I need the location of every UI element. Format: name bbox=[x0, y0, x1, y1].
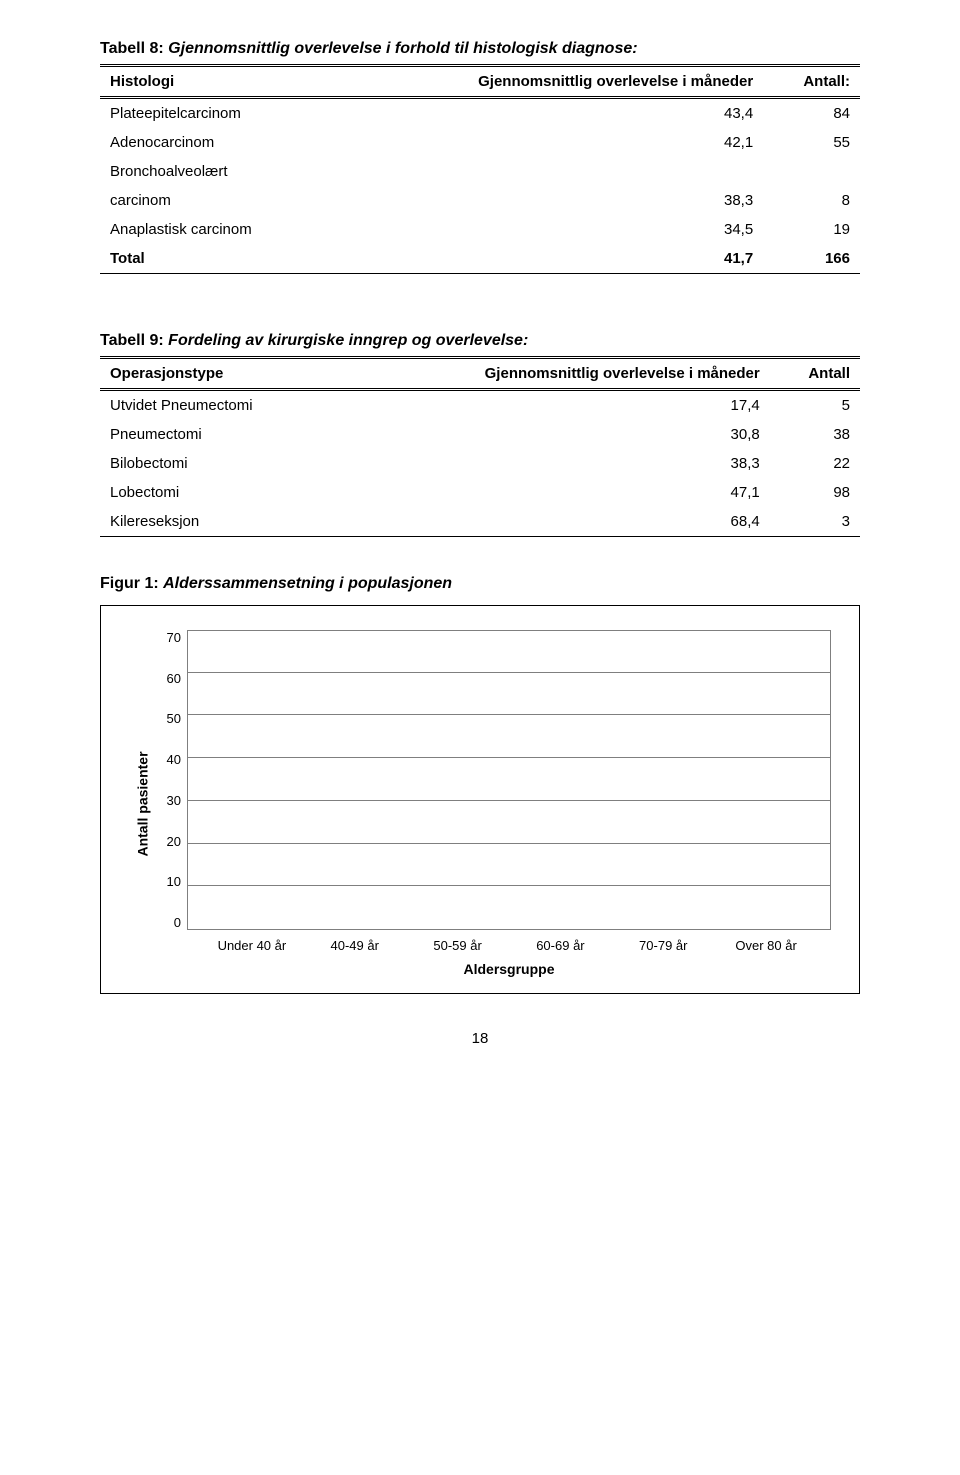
cell-v2: 84 bbox=[763, 98, 860, 129]
y-tick: 10 bbox=[157, 874, 181, 889]
cell-v1: 34,5 bbox=[335, 215, 763, 244]
table9-h2: Antall bbox=[770, 358, 860, 390]
cell-v1: 30,8 bbox=[338, 420, 770, 449]
y-tick: 40 bbox=[157, 752, 181, 767]
table8-h1: Gjennomsnittlig overlevelse i måneder bbox=[335, 66, 763, 98]
cell-v1: 68,4 bbox=[338, 507, 770, 537]
y-tick: 0 bbox=[157, 915, 181, 930]
cell-v1: 38,3 bbox=[335, 186, 763, 215]
cell-label: Lobectomi bbox=[100, 478, 338, 507]
cell-v1: 47,1 bbox=[338, 478, 770, 507]
cell-v2: 22 bbox=[770, 449, 860, 478]
y-ticks: 0 10 20 30 40 50 60 70 bbox=[157, 630, 187, 930]
cell-v2: 3 bbox=[770, 507, 860, 537]
table-row: carcinom38,38 bbox=[100, 186, 860, 215]
table9-caption-italic: Fordeling av kirurgiske inngrep og overl… bbox=[168, 332, 528, 349]
cell-label: Pneumectomi bbox=[100, 420, 338, 449]
table-row: Lobectomi47,198 bbox=[100, 478, 860, 507]
cell-v1 bbox=[335, 157, 763, 186]
figure1-caption-italic: Alderssammensetning i populasjonen bbox=[163, 575, 452, 592]
cell-label: Bronchoalveolært bbox=[100, 157, 335, 186]
grid-line bbox=[188, 672, 831, 673]
x-tick: 60-69 år bbox=[509, 938, 612, 953]
cell-label: Total bbox=[100, 244, 335, 274]
table-row: Plateepitelcarcinom43,484 bbox=[100, 98, 860, 129]
table8-caption: Tabell 8: Gjennomsnittlig overlevelse i … bbox=[100, 40, 860, 58]
cell-v1: 42,1 bbox=[335, 128, 763, 157]
x-tick: 40-49 år bbox=[303, 938, 406, 953]
table-row: Adenocarcinom42,155 bbox=[100, 128, 860, 157]
page-number: 18 bbox=[100, 1030, 860, 1047]
cell-v2: 166 bbox=[763, 244, 860, 274]
cell-v1: 17,4 bbox=[338, 390, 770, 421]
x-tick: 70-79 år bbox=[612, 938, 715, 953]
x-axis-label: Aldersgruppe bbox=[187, 961, 831, 977]
table9-caption: Tabell 9: Fordeling av kirurgiske inngre… bbox=[100, 332, 860, 350]
cell-label: Anaplastisk carcinom bbox=[100, 215, 335, 244]
cell-v2: 5 bbox=[770, 390, 860, 421]
cell-label: Kilereseksjon bbox=[100, 507, 338, 537]
cell-v2 bbox=[763, 157, 860, 186]
table8-h2: Antall: bbox=[763, 66, 860, 98]
x-tick: Over 80 år bbox=[715, 938, 818, 953]
table9: Operasjonstype Gjennomsnittlig overlevel… bbox=[100, 356, 860, 537]
table-row: Utvidet Pneumectomi17,45 bbox=[100, 390, 860, 421]
cell-v2: 98 bbox=[770, 478, 860, 507]
y-tick: 60 bbox=[157, 671, 181, 686]
cell-v2: 38 bbox=[770, 420, 860, 449]
table-row: Kilereseksjon68,43 bbox=[100, 507, 860, 537]
table-row: Anaplastisk carcinom34,519 bbox=[100, 215, 860, 244]
plot-area bbox=[187, 630, 831, 930]
cell-v1: 43,4 bbox=[335, 98, 763, 129]
figure1-caption-bold: Figur 1: bbox=[100, 575, 159, 592]
table-row: Bronchoalveolært bbox=[100, 157, 860, 186]
grid-line bbox=[188, 757, 831, 758]
cell-label: carcinom bbox=[100, 186, 335, 215]
x-tick: Under 40 år bbox=[200, 938, 303, 953]
y-tick: 30 bbox=[157, 793, 181, 808]
cell-v2: 55 bbox=[763, 128, 860, 157]
y-tick: 70 bbox=[157, 630, 181, 645]
cell-v2: 8 bbox=[763, 186, 860, 215]
x-ticks: Under 40 år40-49 år50-59 år60-69 år70-79… bbox=[187, 938, 831, 953]
grid-line bbox=[188, 843, 831, 844]
y-tick: 20 bbox=[157, 834, 181, 849]
y-tick: 50 bbox=[157, 711, 181, 726]
cell-label: Bilobectomi bbox=[100, 449, 338, 478]
table-row: Bilobectomi38,322 bbox=[100, 449, 860, 478]
table8-h0: Histologi bbox=[100, 66, 335, 98]
cell-v2: 19 bbox=[763, 215, 860, 244]
table8-caption-bold: Tabell 8: bbox=[100, 40, 164, 57]
figure1-chart: Antall pasienter 0 10 20 30 40 50 60 70 Under 4… bbox=[100, 605, 860, 994]
table-row-total: Total41,7166 bbox=[100, 244, 860, 274]
x-tick: 50-59 år bbox=[406, 938, 509, 953]
table9-caption-bold: Tabell 9: bbox=[100, 332, 164, 349]
cell-v1: 38,3 bbox=[338, 449, 770, 478]
cell-label: Utvidet Pneumectomi bbox=[100, 390, 338, 421]
table-row: Pneumectomi30,838 bbox=[100, 420, 860, 449]
grid-line bbox=[188, 714, 831, 715]
figure1-caption: Figur 1: Alderssammensetning i populasjo… bbox=[100, 575, 860, 593]
table8: Histologi Gjennomsnittlig overlevelse i … bbox=[100, 64, 860, 274]
cell-label: Plateepitelcarcinom bbox=[100, 98, 335, 129]
grid-line bbox=[188, 800, 831, 801]
table9-h1: Gjennomsnittlig overlevelse i måneder bbox=[338, 358, 770, 390]
grid-line bbox=[188, 885, 831, 886]
cell-label: Adenocarcinom bbox=[100, 128, 335, 157]
cell-v1: 41,7 bbox=[335, 244, 763, 274]
table9-h0: Operasjonstype bbox=[100, 358, 338, 390]
table8-caption-italic: Gjennomsnittlig overlevelse i forhold ti… bbox=[168, 40, 637, 57]
y-axis-label: Antall pasienter bbox=[135, 751, 151, 856]
